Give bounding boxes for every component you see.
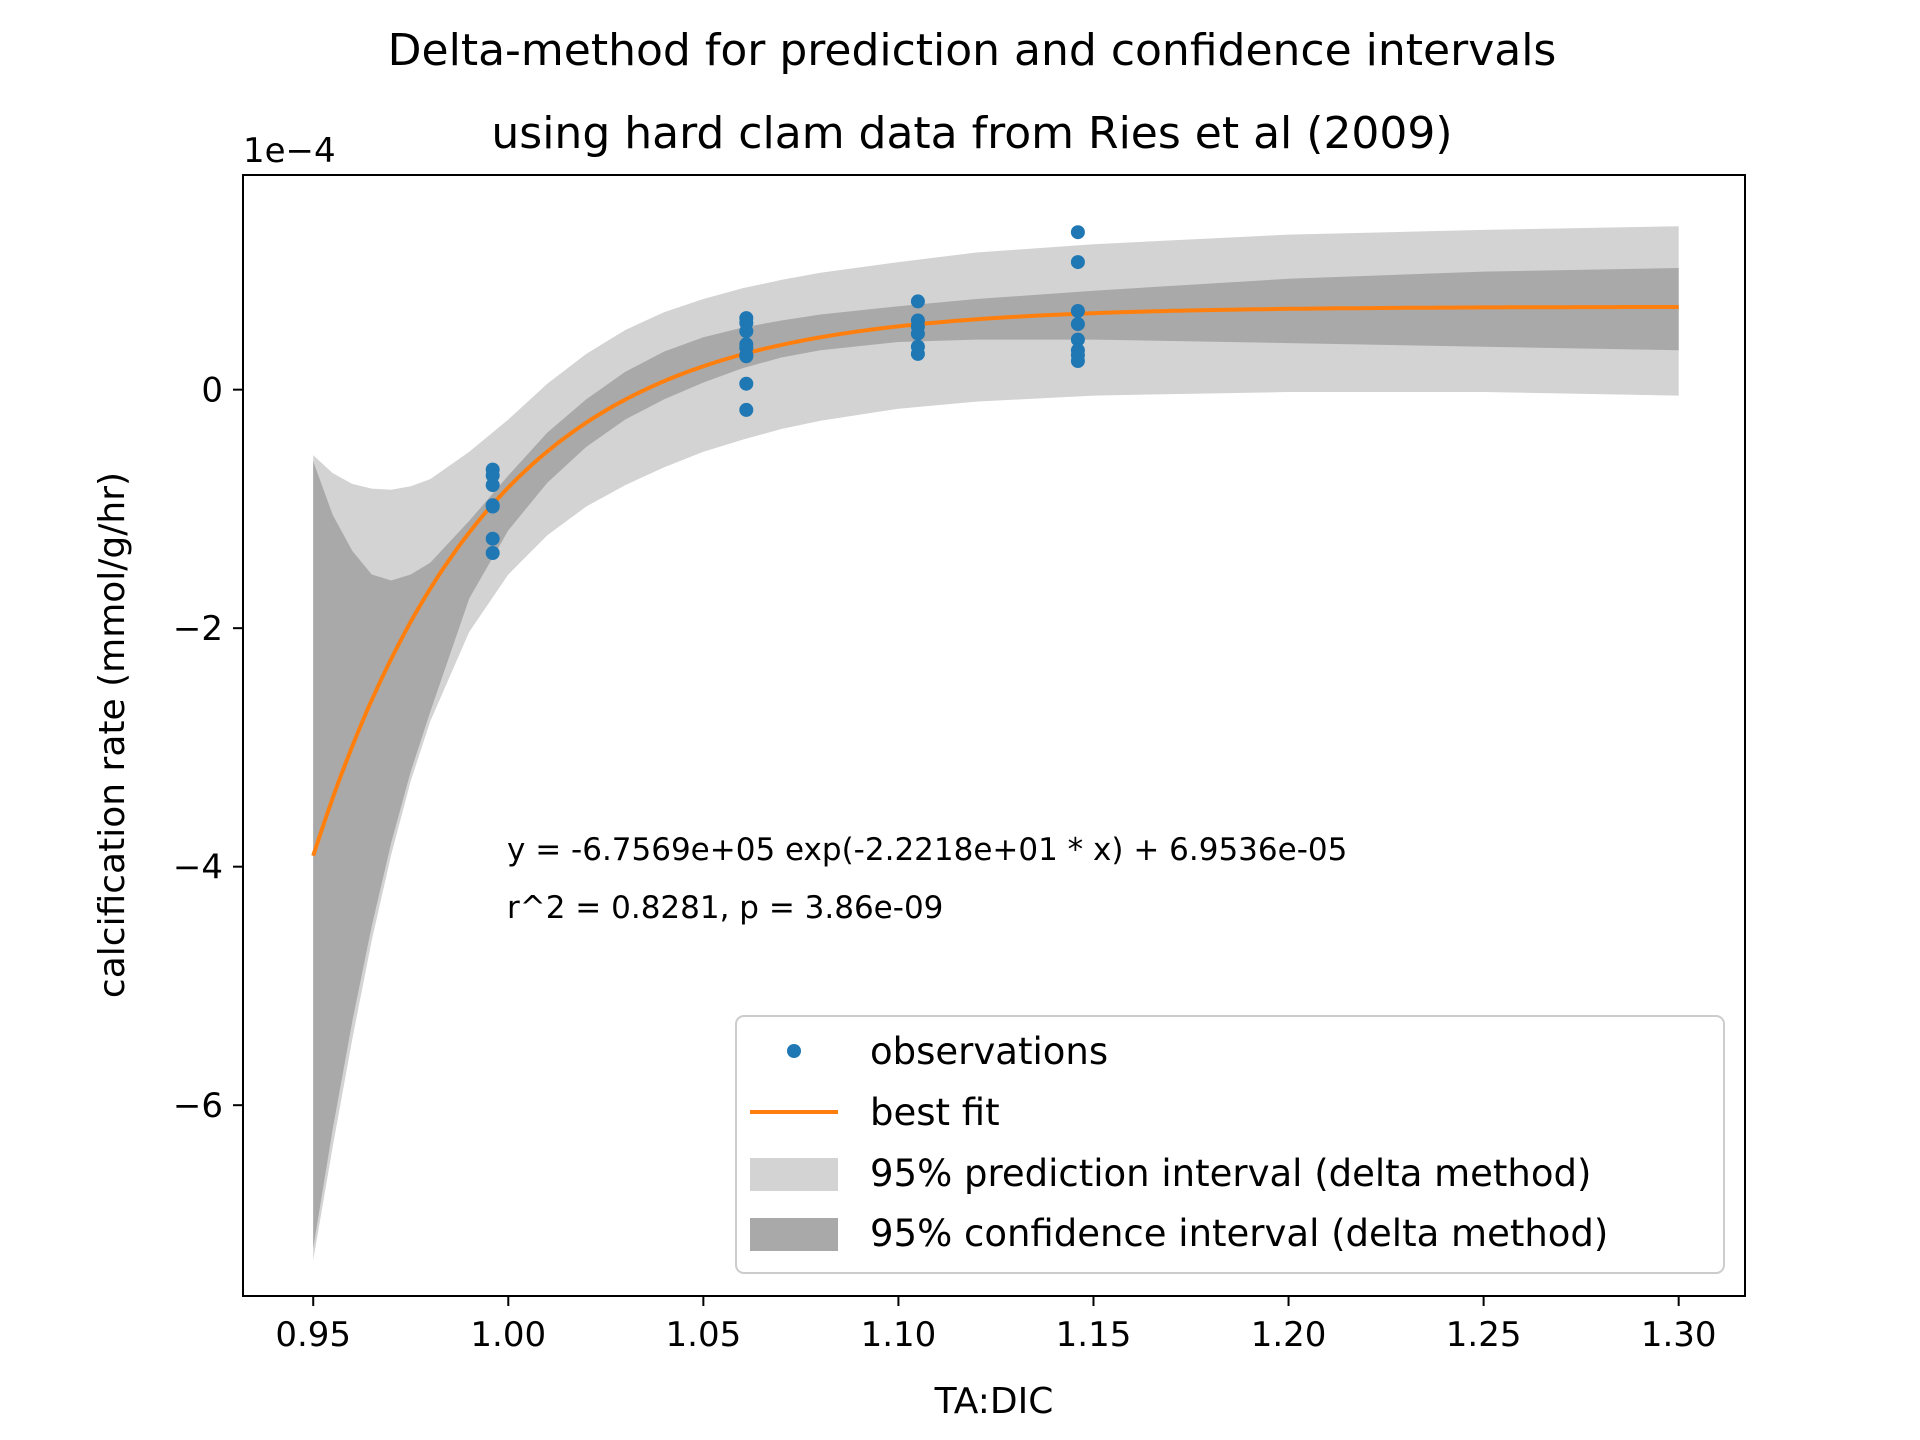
legend: observations best fit 95% prediction int… [735, 1015, 1725, 1274]
x-axis-label: TA:DIC [934, 1381, 1054, 1422]
x-axis-ticks: 0.95 1.00 1.05 1.10 1.15 1.20 1.25 1.30 [275, 1296, 1717, 1355]
fit-statistics-annotation: r^2 = 0.8281, p = 3.86e-09 [507, 890, 943, 926]
observation-point [485, 499, 500, 514]
legend-box [735, 1015, 1725, 1274]
observation-point [910, 346, 925, 361]
observation-point [485, 478, 500, 493]
x-tick-label: 1.00 [470, 1315, 546, 1355]
x-tick-label: 1.05 [666, 1315, 742, 1355]
observation-point [739, 349, 754, 364]
y-axis-offset-label: 1e−4 [243, 131, 336, 171]
observation-point [1070, 255, 1085, 270]
legend-prediction-interval-swatch [750, 1158, 838, 1191]
x-tick-label: 1.10 [861, 1315, 937, 1355]
chart-title-line-1: Delta-method for prediction and confiden… [388, 25, 1557, 76]
y-axis-label: calcification rate (mmol/g/hr) [92, 472, 133, 998]
observation-point [485, 468, 500, 483]
observation-point [485, 531, 500, 546]
legend-observations-label: observations [870, 1030, 1108, 1073]
y-tick-label: −4 [173, 848, 223, 888]
observation-point [1070, 354, 1085, 368]
plot-area [311, 225, 1679, 1261]
observation-point [910, 326, 925, 341]
y-tick-label: −6 [173, 1086, 223, 1126]
x-tick-label: 1.30 [1641, 1315, 1717, 1355]
observation-point [485, 546, 500, 560]
legend-confidence-interval-label: 95% confidence interval (delta method) [870, 1212, 1608, 1255]
observation-point [1070, 304, 1085, 318]
x-tick-label: 1.20 [1251, 1315, 1327, 1355]
x-tick-label: 1.15 [1056, 1315, 1132, 1355]
chart-title-line-2: using hard clam data from Ries et al (20… [491, 108, 1452, 159]
x-tick-label: 1.25 [1446, 1315, 1522, 1355]
y-axis-ticks: −6 −4 −2 0 [173, 371, 243, 1126]
axes-frame [242, 174, 1746, 1297]
y-tick-label: −2 [173, 609, 223, 649]
observation-point [1070, 332, 1085, 347]
legend-confidence-interval-swatch [750, 1218, 838, 1251]
legend-prediction-interval-label: 95% prediction interval (delta method) [870, 1152, 1591, 1195]
observation-point [739, 402, 754, 417]
observation-point [1070, 225, 1085, 240]
legend-best-fit-label: best fit [870, 1091, 1000, 1134]
legend-observations-marker [787, 1044, 801, 1058]
observation-point [739, 324, 754, 339]
x-tick-label: 0.95 [275, 1315, 351, 1355]
best-fit-line [311, 305, 1679, 857]
observation-point [910, 294, 925, 309]
observation-point [1070, 317, 1085, 332]
y-tick-label: 0 [201, 371, 223, 411]
observation-point [739, 376, 754, 391]
observation-points [485, 225, 1085, 560]
fit-equation-annotation: y = -6.7569e+05 exp(-2.2218e+01 * x) + 6… [507, 832, 1347, 868]
